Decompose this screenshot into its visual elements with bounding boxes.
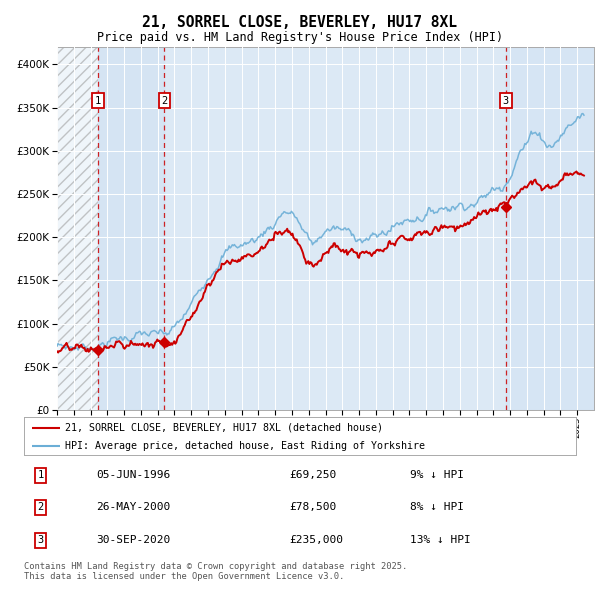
Bar [98, 47, 164, 410]
Text: £69,250: £69,250 [289, 470, 336, 480]
Text: 1: 1 [95, 96, 101, 106]
Text: 9% ↓ HPI: 9% ↓ HPI [410, 470, 464, 480]
Text: £235,000: £235,000 [289, 536, 343, 546]
Text: 05-JUN-1996: 05-JUN-1996 [96, 470, 170, 480]
Text: 8% ↓ HPI: 8% ↓ HPI [410, 503, 464, 512]
Text: 13% ↓ HPI: 13% ↓ HPI [410, 536, 471, 546]
Text: 21, SORREL CLOSE, BEVERLEY, HU17 8XL (detached house): 21, SORREL CLOSE, BEVERLEY, HU17 8XL (de… [65, 423, 383, 433]
Text: 1: 1 [37, 470, 44, 480]
Text: 2: 2 [161, 96, 167, 106]
Text: Contains HM Land Registry data © Crown copyright and database right 2025.
This d: Contains HM Land Registry data © Crown c… [24, 562, 407, 581]
Text: HPI: Average price, detached house, East Riding of Yorkshire: HPI: Average price, detached house, East… [65, 441, 425, 451]
Text: 26-MAY-2000: 26-MAY-2000 [96, 503, 170, 512]
Text: 30-SEP-2020: 30-SEP-2020 [96, 536, 170, 546]
Text: £78,500: £78,500 [289, 503, 336, 512]
Text: 21, SORREL CLOSE, BEVERLEY, HU17 8XL: 21, SORREL CLOSE, BEVERLEY, HU17 8XL [143, 15, 458, 30]
Bar [57, 47, 98, 410]
Bar [506, 47, 594, 410]
Text: 3: 3 [503, 96, 509, 106]
Text: 2: 2 [37, 503, 44, 512]
Text: Price paid vs. HM Land Registry's House Price Index (HPI): Price paid vs. HM Land Registry's House … [97, 31, 503, 44]
Text: 3: 3 [37, 536, 44, 546]
